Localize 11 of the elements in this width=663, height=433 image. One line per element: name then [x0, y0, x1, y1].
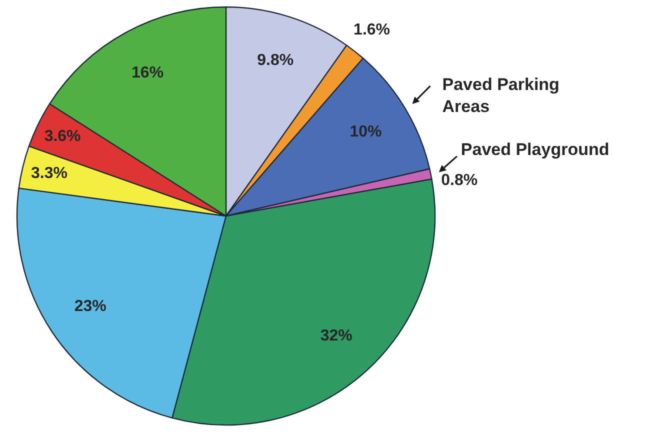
data-label: 9.8%	[257, 52, 294, 70]
slice-label: Paved Playground	[460, 139, 610, 162]
data-label: 32%	[320, 327, 352, 344]
data-label: 3.6%	[44, 128, 81, 145]
data-label: 1.6%	[354, 22, 390, 39]
data-label: 10%	[350, 123, 382, 140]
data-label: 23%	[74, 298, 106, 315]
data-label: 3.3%	[31, 164, 68, 182]
slice-label: Paved Parking Areas	[442, 74, 560, 118]
data-label: 16%	[132, 64, 164, 82]
data-label: 0.8%	[441, 172, 478, 190]
